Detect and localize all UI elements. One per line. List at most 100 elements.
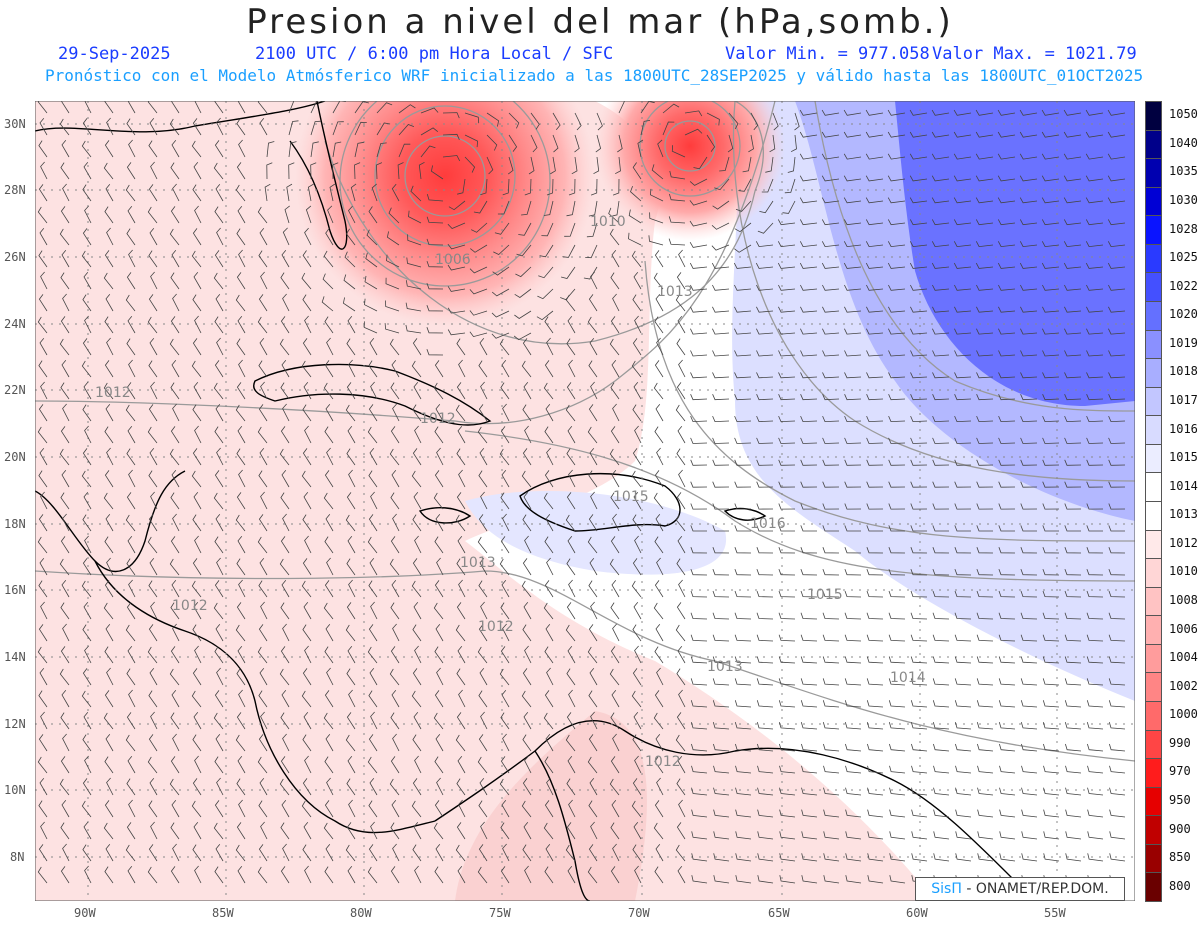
wind-barb xyxy=(126,118,136,136)
wind-barb xyxy=(544,426,554,444)
wind-barb xyxy=(38,404,48,422)
wind-barb xyxy=(653,382,664,400)
wind-barb xyxy=(1020,481,1038,488)
wind-barb xyxy=(1042,568,1060,576)
wind-barb xyxy=(676,712,686,730)
wind-barb xyxy=(39,557,48,576)
wind-barb xyxy=(801,853,818,862)
wind-barb xyxy=(909,262,928,269)
wind-barb xyxy=(998,459,1016,466)
wind-barb xyxy=(125,404,136,422)
wind-barb xyxy=(712,590,730,598)
wind-barb xyxy=(632,844,642,862)
wind-barb xyxy=(909,241,928,248)
wind-barb xyxy=(354,162,361,180)
wind-barb xyxy=(301,580,312,598)
wind-barb xyxy=(523,821,532,840)
wind-barb xyxy=(690,503,708,510)
wind-barb xyxy=(976,568,994,576)
wind-barb xyxy=(711,222,730,230)
wind-barb xyxy=(1065,743,1082,752)
wind-barb xyxy=(1086,481,1104,488)
wind-barb xyxy=(458,799,466,818)
colorbar-label: 1004 xyxy=(1169,650,1198,665)
wind-barb xyxy=(1064,284,1082,291)
wind-barb xyxy=(543,382,554,400)
wind-barb xyxy=(933,809,950,818)
wind-barb xyxy=(778,721,796,730)
wind-barb xyxy=(1064,350,1082,357)
wind-barb xyxy=(799,153,818,160)
wind-barb xyxy=(502,843,510,862)
wind-barb xyxy=(821,262,840,269)
wind-barb xyxy=(150,161,158,180)
wind-barb xyxy=(866,415,884,423)
pressure-map: 1010 1006 1013 1012 1012 1015 1016 1013 … xyxy=(35,101,1135,901)
wind-barb xyxy=(911,743,928,752)
wind-barb xyxy=(192,558,202,576)
wind-barb xyxy=(169,448,180,466)
wind-barb xyxy=(38,184,48,202)
wind-barb xyxy=(976,721,994,730)
wind-barb xyxy=(193,711,202,730)
wind-barb xyxy=(748,134,754,153)
wind-barb xyxy=(676,668,686,686)
wind-barb xyxy=(469,331,488,338)
wind-barb xyxy=(127,865,136,884)
wind-barb xyxy=(734,394,752,401)
wind-barb xyxy=(434,580,444,598)
wind-barb xyxy=(513,332,532,341)
wind-barb xyxy=(690,590,708,598)
wind-barb xyxy=(214,580,224,598)
wind-barb xyxy=(843,131,862,138)
wind-barb xyxy=(589,447,598,466)
wind-barb xyxy=(126,448,136,466)
colorbar-label: 1015 xyxy=(1169,450,1198,465)
wind-barb xyxy=(469,266,488,274)
wind-barb xyxy=(800,459,818,466)
wind-barb xyxy=(521,360,532,378)
wind-barb xyxy=(655,623,664,642)
wind-barb xyxy=(479,337,488,356)
wind-barb xyxy=(706,134,716,152)
wind-barb xyxy=(997,109,1016,116)
wind-barb xyxy=(412,558,422,576)
wind-barb xyxy=(654,426,664,444)
wind-barb xyxy=(258,844,268,862)
wind-barb xyxy=(447,222,466,229)
wind-barb xyxy=(545,843,554,862)
wind-barb xyxy=(566,602,576,620)
wind-barb xyxy=(514,310,532,319)
wind-barb xyxy=(82,228,92,246)
wind-barb xyxy=(734,372,752,379)
wind-barb xyxy=(1064,415,1082,423)
colorbar-label: 1016 xyxy=(1169,421,1198,436)
wind-barb xyxy=(128,139,136,158)
wind-barb xyxy=(302,778,312,796)
wind-barb xyxy=(420,127,439,136)
contour-label: 1013 xyxy=(707,659,743,675)
wind-barb xyxy=(800,350,818,357)
wind-barb xyxy=(778,394,796,401)
wind-barb xyxy=(464,112,480,124)
wind-barb xyxy=(866,284,884,291)
wind-barb xyxy=(631,360,642,378)
wind-barb xyxy=(104,206,114,224)
wind-barb xyxy=(1021,809,1038,818)
wind-barb xyxy=(128,799,136,818)
wind-barb xyxy=(866,721,884,730)
colorbar-label: 1000 xyxy=(1169,707,1198,722)
wind-barb xyxy=(610,316,620,334)
wind-barb xyxy=(279,448,290,466)
wind-barb xyxy=(104,470,114,488)
wind-barb xyxy=(932,656,950,664)
wind-barb xyxy=(800,590,818,598)
wind-barb xyxy=(105,843,114,862)
wind-barb xyxy=(171,579,180,598)
wind-barb xyxy=(801,809,818,818)
wind-barb xyxy=(214,206,224,224)
wind-barb xyxy=(61,249,70,268)
wind-barb xyxy=(932,328,950,335)
wind-barb xyxy=(346,492,356,510)
graticule xyxy=(35,101,1135,901)
